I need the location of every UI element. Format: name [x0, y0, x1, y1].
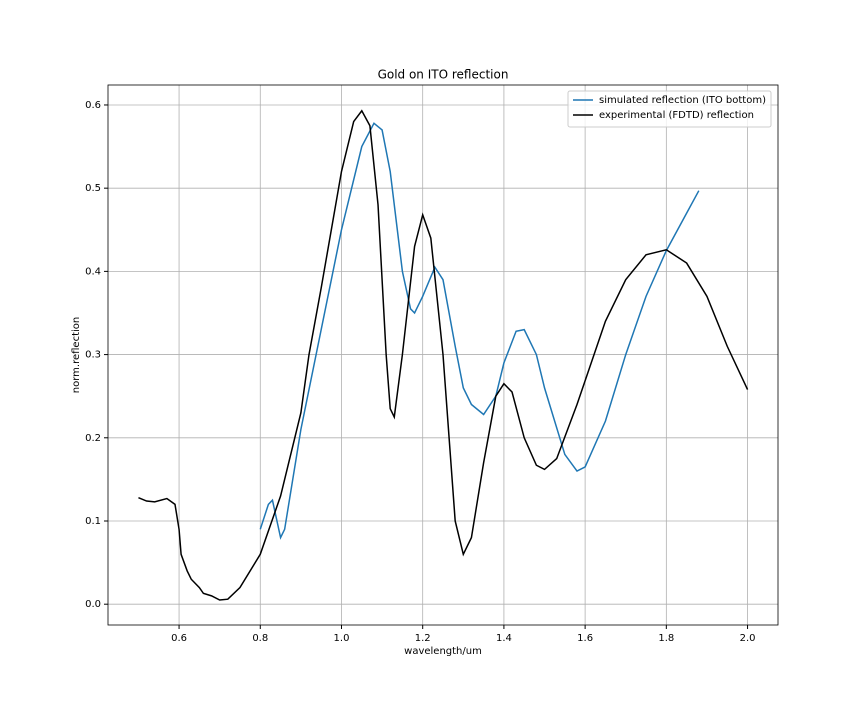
- x-tick-label: 1.0: [334, 633, 350, 644]
- y-tick-label: 0.4: [85, 266, 101, 277]
- series-line: [259, 122, 700, 540]
- y-tick-label: 0.0: [85, 599, 101, 610]
- x-tick-label: 0.8: [252, 633, 268, 644]
- plot-frame: [107, 84, 779, 626]
- x-tick-label: 1.2: [415, 633, 431, 644]
- y-tick-label: 0.6: [85, 100, 101, 111]
- x-tick-label: 0.6: [171, 633, 187, 644]
- series-line: [138, 109, 749, 601]
- chart-title: Gold on ITO reflection: [378, 68, 509, 82]
- legend-label: experimental (FDTD) reflection: [599, 110, 754, 121]
- x-tick-label: 1.4: [496, 633, 512, 644]
- legend-box: [567, 90, 772, 128]
- x-axis-label: wavelength/um: [404, 646, 482, 657]
- y-tick-label: 0.3: [85, 350, 101, 361]
- x-tick-label: 2.0: [740, 633, 756, 644]
- x-tick-label: 1.8: [658, 633, 674, 644]
- y-tick-label: 0.1: [85, 516, 101, 527]
- y-tick-label: 0.2: [85, 433, 101, 444]
- y-tick-label: 0.5: [85, 183, 101, 194]
- legend-label: simulated reflection (ITO bottom): [599, 95, 766, 106]
- x-tick-label: 1.6: [577, 633, 593, 644]
- y-axis-label: norm.reflection: [71, 317, 82, 393]
